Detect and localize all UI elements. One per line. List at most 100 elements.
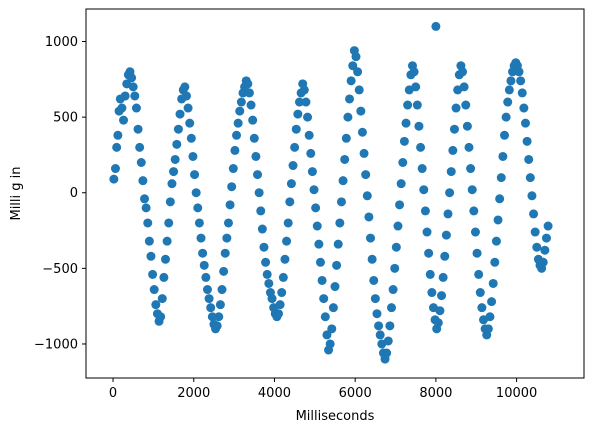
data-point: [372, 309, 382, 319]
data-point: [303, 112, 313, 122]
data-point: [504, 85, 514, 95]
data-point: [441, 230, 451, 240]
data-point: [322, 330, 332, 340]
data-point: [498, 151, 508, 161]
data-point: [130, 91, 140, 101]
data-point: [259, 242, 269, 252]
data-point: [385, 321, 395, 331]
data-point: [527, 191, 537, 201]
data-point: [514, 67, 524, 77]
data-point: [340, 154, 350, 164]
data-point: [138, 176, 148, 186]
data-point: [496, 173, 506, 183]
data-point: [464, 142, 474, 152]
points-layer: [109, 21, 553, 364]
data-point: [312, 221, 322, 231]
data-point: [495, 194, 505, 204]
data-point: [199, 260, 209, 270]
data-point: [223, 218, 233, 228]
data-point: [198, 248, 208, 258]
data-point: [332, 260, 342, 270]
data-point: [290, 142, 300, 152]
data-point: [346, 76, 356, 86]
data-point: [317, 275, 327, 285]
data-point: [172, 139, 182, 149]
data-point: [309, 185, 319, 195]
data-point: [375, 330, 385, 340]
data-point: [357, 127, 367, 137]
data-point: [320, 312, 330, 322]
data-point: [254, 188, 264, 198]
data-point: [462, 121, 472, 131]
data-point: [175, 109, 185, 119]
data-point: [416, 142, 426, 152]
data-point: [516, 76, 526, 86]
data-point: [202, 285, 212, 295]
data-point: [396, 179, 406, 189]
data-point: [519, 103, 529, 113]
data-point: [470, 227, 480, 237]
data-point: [341, 133, 351, 143]
data-point: [165, 197, 175, 207]
data-point: [169, 167, 179, 177]
data-point: [244, 88, 254, 98]
data-point: [206, 303, 216, 313]
data-point: [120, 91, 130, 101]
data-point: [274, 309, 283, 319]
data-point: [474, 269, 484, 279]
data-point: [466, 164, 476, 174]
data-point: [530, 227, 540, 237]
data-point: [336, 197, 346, 207]
data-point: [299, 85, 309, 95]
y-axis-ticks: −1000 −500 0 500 1000: [34, 35, 86, 352]
data-point: [330, 282, 340, 292]
data-point: [148, 269, 158, 279]
data-point: [131, 103, 141, 113]
data-point: [204, 294, 214, 304]
data-point: [391, 242, 401, 252]
data-point: [419, 185, 429, 195]
data-point: [446, 167, 456, 177]
data-point: [420, 206, 430, 216]
data-point: [491, 236, 501, 246]
data-point: [170, 154, 180, 164]
data-point: [361, 170, 371, 180]
data-point: [440, 251, 450, 261]
data-point: [501, 112, 511, 122]
data-point: [315, 257, 325, 267]
data-point: [343, 112, 353, 122]
data-point: [173, 124, 183, 134]
data-point: [412, 100, 422, 110]
data-point: [449, 124, 459, 134]
data-point: [437, 291, 447, 301]
data-point: [333, 239, 343, 249]
data-point: [424, 248, 434, 258]
data-point: [409, 67, 419, 77]
data-point: [367, 254, 377, 264]
data-point: [207, 312, 217, 322]
data-point: [277, 288, 287, 298]
data-point: [214, 312, 224, 322]
data-point: [517, 88, 527, 98]
data-point: [472, 248, 482, 258]
data-point: [191, 188, 201, 198]
data-point: [520, 118, 530, 128]
data-point: [230, 145, 240, 155]
data-point: [319, 294, 329, 304]
data-point: [451, 103, 461, 113]
data-point: [293, 109, 303, 119]
data-point: [306, 148, 316, 158]
data-point: [314, 239, 324, 249]
data-point: [443, 209, 453, 219]
data-point: [219, 266, 229, 276]
x-axis-label: Milliseconds: [296, 409, 375, 424]
data-point: [220, 248, 230, 258]
data-point: [157, 294, 167, 304]
data-point: [328, 303, 338, 313]
data-point: [433, 318, 443, 328]
data-point: [253, 170, 263, 180]
data-point: [278, 272, 288, 282]
data-point: [248, 115, 258, 125]
data-point: [398, 158, 408, 167]
data-point: [190, 170, 200, 180]
